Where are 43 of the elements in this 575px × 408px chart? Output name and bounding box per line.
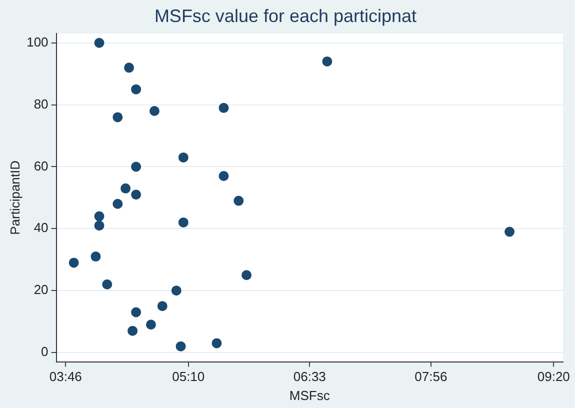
point [94, 211, 104, 222]
point [146, 320, 156, 330]
point [68, 258, 79, 268]
point [504, 226, 515, 237]
point [149, 106, 160, 116]
x-tick-label: 06:33 [293, 369, 326, 384]
x-tick-label: 05:10 [172, 369, 205, 384]
point [171, 286, 182, 296]
point [131, 162, 142, 172]
y-tick-label: 40 [34, 220, 48, 236]
point [94, 220, 104, 231]
point [131, 190, 142, 200]
point [178, 217, 188, 228]
y-tick-label: 20 [34, 282, 48, 298]
point [242, 270, 252, 280]
point [218, 171, 229, 182]
y-tick-label: 100 [26, 34, 48, 50]
point [120, 183, 131, 194]
x-axis-title: MSFsc [289, 388, 330, 403]
point [90, 252, 101, 262]
point [94, 38, 104, 48]
y-tick-label: 80 [34, 96, 48, 112]
x-tick-label: 09:20 [537, 369, 570, 384]
point [176, 341, 186, 352]
point [322, 56, 332, 66]
point [112, 198, 123, 209]
chart-title: MSFsc value for each participnat [154, 6, 417, 26]
point [124, 62, 134, 73]
point [212, 338, 222, 348]
y-axis-title: ParticipantID [7, 160, 22, 235]
point [178, 152, 188, 162]
point [157, 301, 168, 312]
point [128, 326, 138, 336]
point [234, 196, 244, 206]
point [112, 112, 123, 122]
y-tick-label: 60 [34, 158, 48, 174]
point [131, 84, 142, 94]
point [131, 307, 142, 318]
x-tick-label: 03:46 [49, 369, 82, 384]
y-tick-label: 0 [41, 344, 48, 360]
point [218, 102, 229, 113]
x-tick-label: 07:56 [414, 369, 448, 384]
point [102, 279, 112, 290]
